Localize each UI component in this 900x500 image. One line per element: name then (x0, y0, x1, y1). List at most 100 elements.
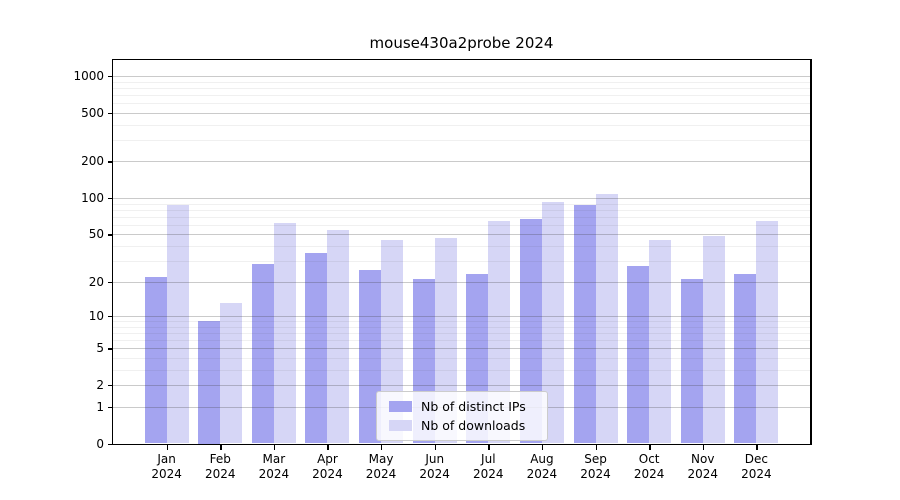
x-tick-label-apr: Apr 2024 (312, 451, 343, 482)
x-tick-jun (434, 444, 437, 450)
bar-nb-of-downloads-feb (220, 303, 243, 444)
y-tick-1000 (108, 75, 113, 78)
y-tick-label-20: 20 (88, 274, 104, 289)
y-tick-label-1000: 1000 (73, 68, 104, 83)
bar-nb-of-distinct-ips-oct (627, 266, 650, 444)
bar-nb-of-distinct-ips-nov (680, 279, 703, 444)
x-tick-label-jan: Jan 2024 (151, 451, 182, 482)
gridline-major-100 (113, 197, 810, 199)
bar-nb-of-downloads-nov (702, 236, 725, 444)
legend-item-distinct-ips: Nb of distinct IPs (389, 398, 539, 415)
axis-spine-bottom (111, 443, 812, 446)
y-tick-label-2: 2 (96, 378, 104, 393)
y-tick-label-100: 100 (81, 190, 104, 205)
bar-nb-of-distinct-ips-mar (251, 264, 274, 444)
y-tick-0 (108, 443, 113, 445)
gridline-major-20 (113, 281, 810, 283)
y-tick-label-200: 200 (81, 154, 104, 169)
gridline-major-50 (113, 234, 810, 236)
y-tick-label-5: 5 (96, 341, 104, 356)
x-tick-label-dec: Dec 2024 (741, 451, 772, 482)
y-tick-label-1: 1 (96, 399, 104, 414)
legend-label-downloads: Nb of downloads (421, 418, 526, 433)
legend-label-distinct-ips: Nb of distinct IPs (421, 399, 526, 414)
gridline-major-200 (113, 161, 810, 163)
gridline-minor-90 (113, 203, 810, 205)
gridline-minor-4 (113, 357, 810, 359)
y-tick-10 (108, 315, 113, 318)
y-tick-label-10: 10 (88, 308, 104, 323)
gridline-minor-30 (113, 260, 810, 262)
bar-nb-of-downloads-jul (488, 220, 511, 444)
bar-nb-of-downloads-sep (595, 193, 618, 444)
bar-nb-of-distinct-ips-feb (198, 321, 221, 444)
bar-nb-of-downloads-jan (166, 204, 189, 444)
bar-nb-of-downloads-aug (541, 202, 564, 444)
gridline-minor-6 (113, 339, 810, 341)
legend-item-downloads: Nb of downloads (389, 417, 539, 434)
gridline-minor-40 (113, 245, 810, 247)
y-tick-20 (108, 281, 113, 283)
gridline-minor-600 (113, 103, 810, 105)
bar-nb-of-distinct-ips-sep (573, 205, 596, 444)
bar-nb-of-distinct-ips-may (359, 270, 382, 444)
x-tick-label-jul: Jul 2024 (473, 451, 504, 482)
gridline-minor-300 (113, 139, 810, 141)
x-tick-label-sep: Sep 2024 (580, 451, 611, 482)
legend: Nb of distinct IPs Nb of downloads (376, 391, 548, 441)
y-tick-50 (108, 234, 113, 236)
y-tick-100 (108, 197, 113, 200)
gridline-major-500 (113, 112, 810, 114)
y-tick-label-50: 50 (88, 227, 104, 242)
x-tick-label-jun: Jun 2024 (419, 451, 450, 482)
y-tick-2 (108, 385, 113, 387)
bar-nb-of-downloads-oct (649, 239, 672, 444)
gridline-major-10 (113, 315, 810, 317)
gridline-minor-400 (113, 124, 810, 126)
x-tick-label-may: May 2024 (365, 451, 397, 482)
gridline-minor-700 (113, 94, 810, 96)
gridline-minor-7 (113, 332, 810, 334)
x-tick-label-mar: Mar 2024 (258, 451, 290, 482)
gridline-minor-60 (113, 224, 810, 226)
x-tick-sep (595, 444, 597, 450)
x-tick-may (381, 444, 383, 450)
x-tick-dec (756, 444, 758, 450)
y-tick-label-500: 500 (81, 105, 104, 120)
gridline-major-5 (113, 348, 810, 350)
x-tick-label-nov: Nov 2024 (687, 451, 719, 482)
x-tick-jul (488, 444, 490, 450)
x-tick-feb (220, 444, 222, 450)
gridline-minor-8 (113, 326, 810, 328)
y-tick-200 (108, 161, 113, 163)
gridline-minor-80 (113, 209, 810, 211)
x-tick-oct (649, 444, 651, 450)
gridline-minor-800 (113, 87, 810, 89)
bar-nb-of-distinct-ips-jan (144, 276, 167, 444)
y-tick-5 (108, 348, 113, 350)
x-tick-label-oct: Oct 2024 (633, 451, 665, 482)
y-tick-label-0: 0 (96, 436, 104, 451)
legend-swatch-downloads (389, 420, 412, 431)
gridline-minor-900 (113, 81, 810, 83)
bar-nb-of-downloads-apr (327, 230, 350, 444)
gridline-minor-9 (113, 321, 810, 322)
bar-nb-of-distinct-ips-dec (734, 274, 757, 444)
x-tick-label-feb: Feb 2024 (204, 451, 236, 482)
y-tick-500 (108, 112, 113, 115)
chart-title: mouse430a2probe 2024 (369, 34, 554, 52)
bar-nb-of-distinct-ips-apr (305, 252, 328, 444)
x-tick-mar (273, 444, 276, 450)
x-tick-jan (166, 444, 168, 450)
gridline-major-2 (113, 385, 810, 387)
bar-nb-of-distinct-ips-aug (519, 219, 542, 444)
x-tick-aug (541, 444, 544, 450)
gridline-major-1000 (113, 75, 810, 77)
axis-spine-left (111, 60, 113, 445)
gridline-minor-70 (113, 216, 810, 218)
axis-spine-right (810, 60, 812, 445)
gridline-minor-3 (113, 369, 810, 371)
x-tick-apr (327, 444, 329, 450)
y-tick-1 (108, 406, 113, 408)
